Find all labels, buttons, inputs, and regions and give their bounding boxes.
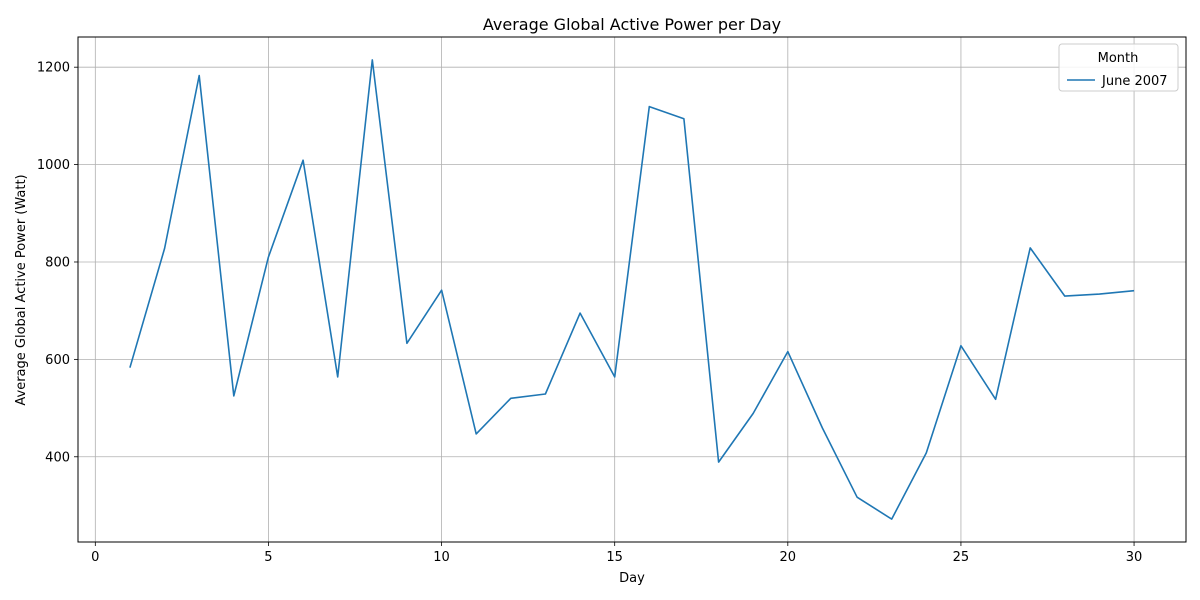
y-axis-label: Average Global Active Power (Watt) — [14, 174, 29, 405]
series-line-june-2007 — [129, 59, 1135, 520]
y-tick-label: 600 — [45, 353, 70, 368]
x-axis-ticks: 0 5 10 15 20 25 30 — [91, 542, 1142, 565]
y-axis-ticks: 400 600 800 1000 1200 — [37, 61, 78, 465]
x-axis-label: Day — [619, 571, 645, 586]
y-tick-label: 800 — [45, 255, 70, 270]
x-tick-label: 25 — [953, 550, 970, 565]
legend-title: Month — [1098, 51, 1139, 66]
y-tick-label: 1200 — [37, 61, 70, 76]
x-tick-label: 20 — [780, 550, 797, 565]
x-tick-label: 30 — [1126, 550, 1143, 565]
legend: Month June 2007 — [1058, 43, 1179, 92]
x-tick-label: 10 — [433, 550, 450, 565]
x-tick-label: 0 — [91, 550, 99, 565]
chart-title: Average Global Active Power per Day — [483, 15, 781, 34]
x-tick-label: 15 — [606, 550, 623, 565]
y-tick-label: 400 — [45, 450, 70, 465]
x-tick-label: 5 — [264, 550, 272, 565]
grid — [78, 37, 1186, 542]
series-layer — [129, 59, 1135, 520]
legend-entry: June 2007 — [1101, 74, 1168, 89]
plot-frame — [77, 36, 1187, 543]
y-tick-label: 1000 — [37, 158, 70, 173]
